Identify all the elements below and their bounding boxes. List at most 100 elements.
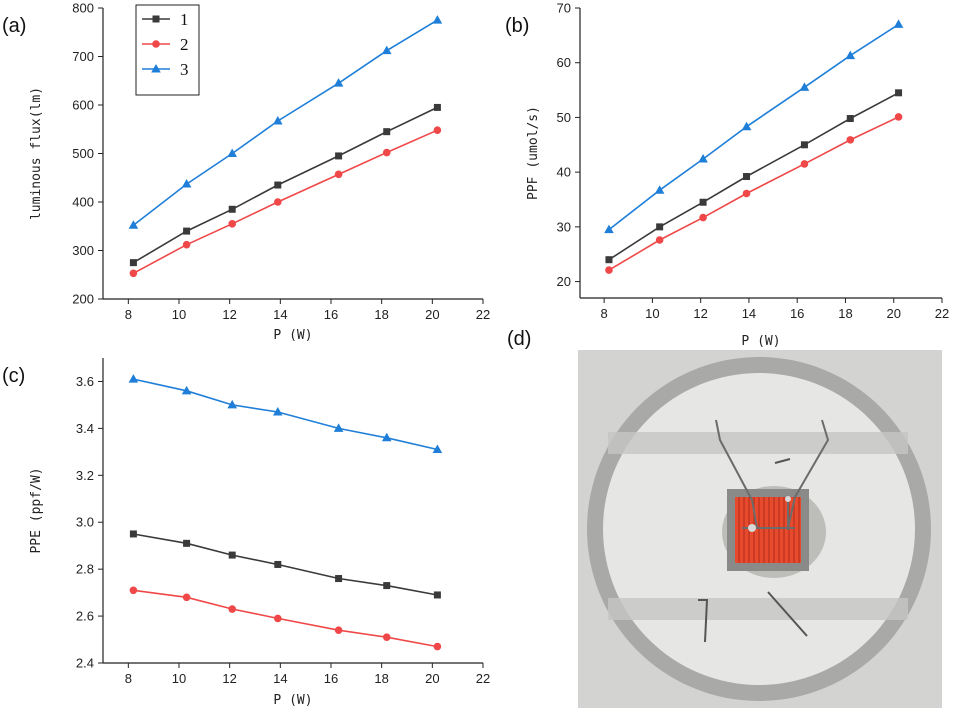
x-tick-label: 12 [222,671,236,686]
data-point-series-1 [335,575,343,583]
data-point-series-2 [182,240,191,249]
data-point-series-2 [182,593,191,602]
solder-point [748,524,756,532]
data-point-series-3 [381,45,392,55]
legend-marker-2 [152,40,160,48]
y-tick-label: 2.4 [76,656,94,671]
x-tick-label: 12 [693,306,707,321]
data-point-series-1 [846,115,854,123]
data-point-series-3 [273,116,283,125]
data-point-series-3 [227,399,237,409]
y-tick-label: 2.8 [76,562,94,577]
x-axis-title: P (W) [273,693,312,708]
data-point-series-1 [383,128,391,136]
data-point-series-1 [699,198,707,206]
data-point-series-3 [381,432,392,442]
y-axis-title: PPE (ppf/W) [29,467,44,553]
chart-b: 8 10 12 14 16 18 20 22 20 30 40 50 60 70 P (W) PPF (umo… [526,1,949,350]
x-tick-label: 8 [601,306,608,321]
x-tick-label: 22 [476,307,490,322]
x-tick-label: 20 [425,671,439,686]
data-point-series-3 [333,423,344,432]
x-tick-label: 20 [886,306,900,321]
series-line-2 [133,129,438,275]
data-point-series-2 [382,148,391,157]
x-tick-label: 16 [324,307,338,322]
y-tick-label: 3.6 [76,374,94,389]
x-tick-label: 12 [222,307,236,322]
y-tick-label: 70 [557,1,571,16]
data-point-series-1 [800,141,808,149]
series-line-3 [608,23,900,231]
data-point-series-2 [129,586,138,595]
y-tick-label: 2.6 [76,609,94,624]
x-tick-label: 22 [935,306,949,321]
data-point-series-1 [228,205,236,213]
data-point-series-1 [129,259,137,267]
y-tick-label: 300 [72,243,94,258]
data-point-series-2 [334,626,343,634]
data-point-series-1 [335,152,343,160]
data-point-series-2 [228,605,236,613]
data-point-series-2 [846,136,855,144]
x-tick-label: 8 [125,307,132,322]
data-point-series-2 [800,160,809,168]
panel-label-b: (b) [505,15,529,37]
x-tick-label: 14 [742,306,756,321]
y-tick-label: 800 [72,1,94,16]
data-point-series-2 [274,198,282,206]
legend-marker-1 [152,15,160,23]
led-array [735,497,801,563]
y-tick-label: 40 [557,165,571,180]
x-axis-title: P (W) [741,334,780,349]
panel-label-d: (d) [507,328,531,350]
data-point-series-3 [698,154,708,163]
series-line-2 [133,589,438,648]
data-point-series-3 [799,82,810,91]
data-point-series-2 [274,614,282,623]
data-point-series-2 [228,220,236,228]
series-line-3 [133,378,438,451]
data-point-series-3 [227,148,237,157]
series-line-1 [608,92,899,261]
y-tick-label: 3.0 [76,515,94,530]
y-tick-label: 500 [72,146,94,161]
data-point-series-1 [274,181,282,189]
data-point-series-2 [433,126,442,135]
data-point-series-2 [382,633,391,641]
data-point-series-2 [129,269,138,278]
x-tick-label: 18 [838,306,852,321]
x-tick-label: 10 [645,306,659,321]
led-stripes [738,497,800,563]
legend-marker-3 [151,64,161,73]
x-tick-label: 22 [476,671,490,686]
y-tick-label: 30 [557,219,571,234]
series-line-1 [132,106,438,264]
y-axis-title: PPF (umol/s) [526,106,541,200]
x-tick-label: 18 [374,671,388,686]
data-point-series-1 [656,223,664,231]
data-point-series-3 [845,50,856,60]
photo-upper-band [608,432,908,454]
data-point-series-3 [893,19,904,28]
data-point-series-3 [128,374,139,383]
data-point-series-3 [333,78,344,87]
data-point-series-1 [605,256,613,264]
legend-label-2: 2 [180,35,189,54]
x-tick-label: 18 [374,307,388,322]
data-point-series-1 [129,530,137,538]
x-axis-title: P (W) [273,328,312,343]
data-point-series-3 [604,224,614,234]
photo-lower-band [608,598,908,620]
y-tick-label: 700 [72,49,94,64]
solder-point [785,496,791,502]
y-tick-label: 60 [557,55,571,70]
x-tick-label: 20 [425,307,439,322]
data-point-series-1 [383,582,391,590]
legend-label-3: 3 [180,60,189,79]
lead-wires [715,419,830,530]
y-tick-label: 50 [557,110,571,125]
data-point-series-2 [334,170,343,179]
